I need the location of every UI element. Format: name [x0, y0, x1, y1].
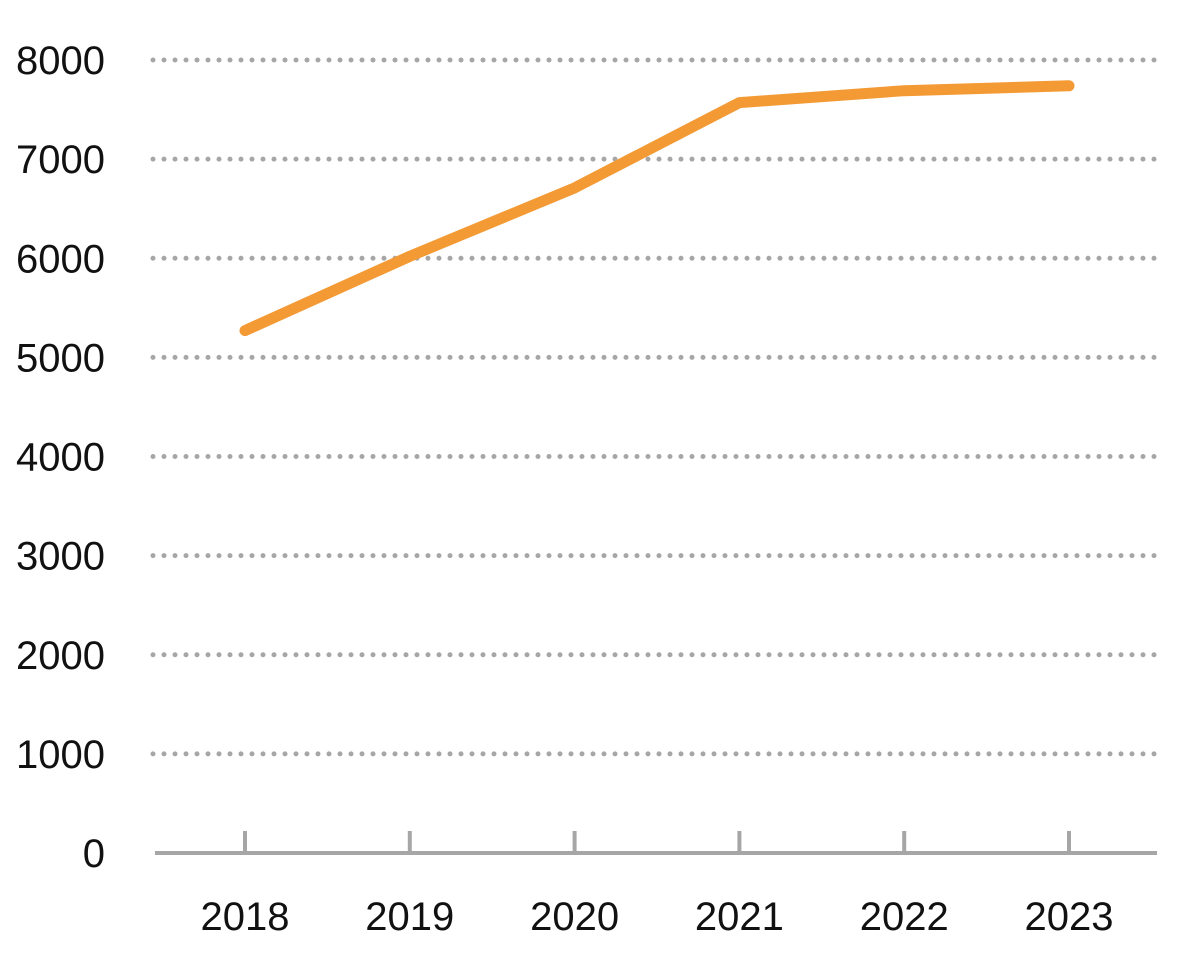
data-point-2023: [1068, 85, 1070, 87]
x-axis: [155, 831, 1157, 855]
y-tick-label: 5000: [16, 336, 105, 380]
x-axis-tick-labels: 2018 2019 2020 2021 2022 2023: [201, 895, 1114, 939]
y-tick-label: 1000: [16, 733, 105, 777]
y-tick-label: 8000: [16, 39, 105, 83]
data-point-2021: [738, 102, 740, 104]
x-tick-label: 2019: [365, 895, 454, 939]
y-axis-tick-labels: 0 1000 2000 3000 4000 5000 6000 7000 8000: [16, 39, 105, 876]
x-tick-label: 2018: [201, 895, 290, 939]
y-tick-label: 3000: [16, 535, 105, 579]
data-point-2019: [409, 255, 411, 257]
data-point-2020: [574, 187, 576, 189]
x-tick-label: 2022: [860, 895, 949, 939]
y-tick-label: 2000: [16, 634, 105, 678]
series-line: [239, 80, 1075, 337]
x-tick-label: 2023: [1025, 895, 1114, 939]
y-tick-label: 7000: [16, 138, 105, 182]
data-point-2018: [244, 330, 246, 332]
gridlines: [150, 57, 1163, 757]
y-tick-label: 4000: [16, 436, 105, 480]
y-tick-label: 6000: [16, 237, 105, 281]
series-layer: [239, 80, 1075, 337]
data-point-2022: [903, 90, 905, 92]
x-tick-label: 2021: [695, 895, 784, 939]
y-tick-label: 0: [83, 832, 105, 876]
x-tick-label: 2020: [530, 895, 619, 939]
